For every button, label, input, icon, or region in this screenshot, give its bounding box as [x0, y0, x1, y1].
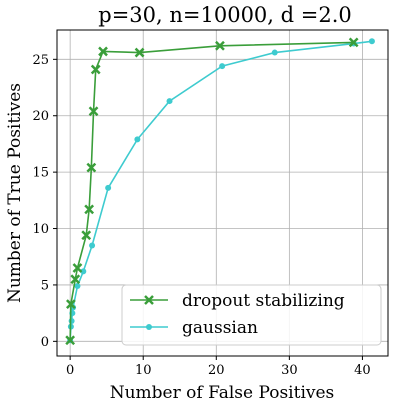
data-point-dropout-stabilizing — [81, 230, 92, 241]
y-tick-label: 25 — [32, 53, 49, 68]
data-point-gaussian — [68, 318, 75, 325]
y-tick-label: 0 — [41, 335, 49, 350]
x-axis-label: Number of False Positives — [110, 383, 335, 400]
legend-entry-dropout-stabilizing — [130, 295, 168, 305]
legend-marker — [144, 295, 154, 305]
x-tick-label: 0 — [66, 363, 74, 378]
y-tick-label: 5 — [41, 278, 49, 293]
data-point-dropout-stabilizing — [84, 204, 95, 215]
data-point-gaussian — [271, 49, 278, 56]
data-point-gaussian — [166, 98, 173, 105]
legend-marker — [146, 324, 152, 330]
data-point-gaussian — [219, 63, 226, 70]
x-tick-label: 20 — [208, 363, 225, 378]
data-point-gaussian — [105, 184, 112, 191]
series-dropout-stabilizing — [65, 37, 359, 346]
data-point-dropout-stabilizing — [215, 40, 225, 51]
y-tick-label: 10 — [32, 222, 49, 237]
data-point-dropout-stabilizing — [134, 47, 145, 58]
y-tick-label: 20 — [32, 109, 49, 124]
legend-entry-gaussian — [130, 324, 168, 330]
legend-label-gaussian: gaussian — [182, 318, 258, 338]
data-point-dropout-stabilizing — [86, 162, 97, 173]
data-point-dropout-stabilizing — [88, 106, 99, 117]
data-point-dropout-stabilizing — [98, 46, 108, 57]
data-point-gaussian — [134, 136, 141, 143]
ticks: 0 10 20 30 40 0 5 10 15 20 25 — [32, 53, 370, 378]
x-tick-label: 30 — [281, 363, 298, 378]
y-tick-label: 15 — [32, 166, 49, 181]
chart-title: p=30, n=10000, d =2.0 — [98, 3, 352, 27]
legend: dropout stabilizing gaussian — [121, 284, 382, 346]
data-point-gaussian — [80, 268, 87, 275]
data-point-dropout-stabilizing — [72, 263, 83, 273]
legend-label-dropout-stabilizing: dropout stabilizing — [182, 291, 345, 311]
data-point-gaussian — [368, 38, 375, 45]
data-point-gaussian — [74, 283, 81, 290]
data-point-dropout-stabilizing — [65, 335, 76, 346]
x-tick-label: 40 — [354, 363, 371, 378]
data-point-dropout-stabilizing — [70, 274, 81, 285]
data-point-gaussian — [89, 242, 96, 249]
x-tick-label: 10 — [135, 363, 152, 378]
y-axis-label: Number of True Positives — [5, 83, 25, 303]
series-layer — [65, 37, 375, 346]
data-point-dropout-stabilizing — [90, 64, 101, 75]
plot-frame — [56, 29, 389, 357]
data-point-dropout-stabilizing — [348, 37, 359, 48]
data-point-dropout-stabilizing — [65, 299, 76, 309]
axes — [56, 29, 389, 357]
legend-box — [121, 284, 382, 346]
